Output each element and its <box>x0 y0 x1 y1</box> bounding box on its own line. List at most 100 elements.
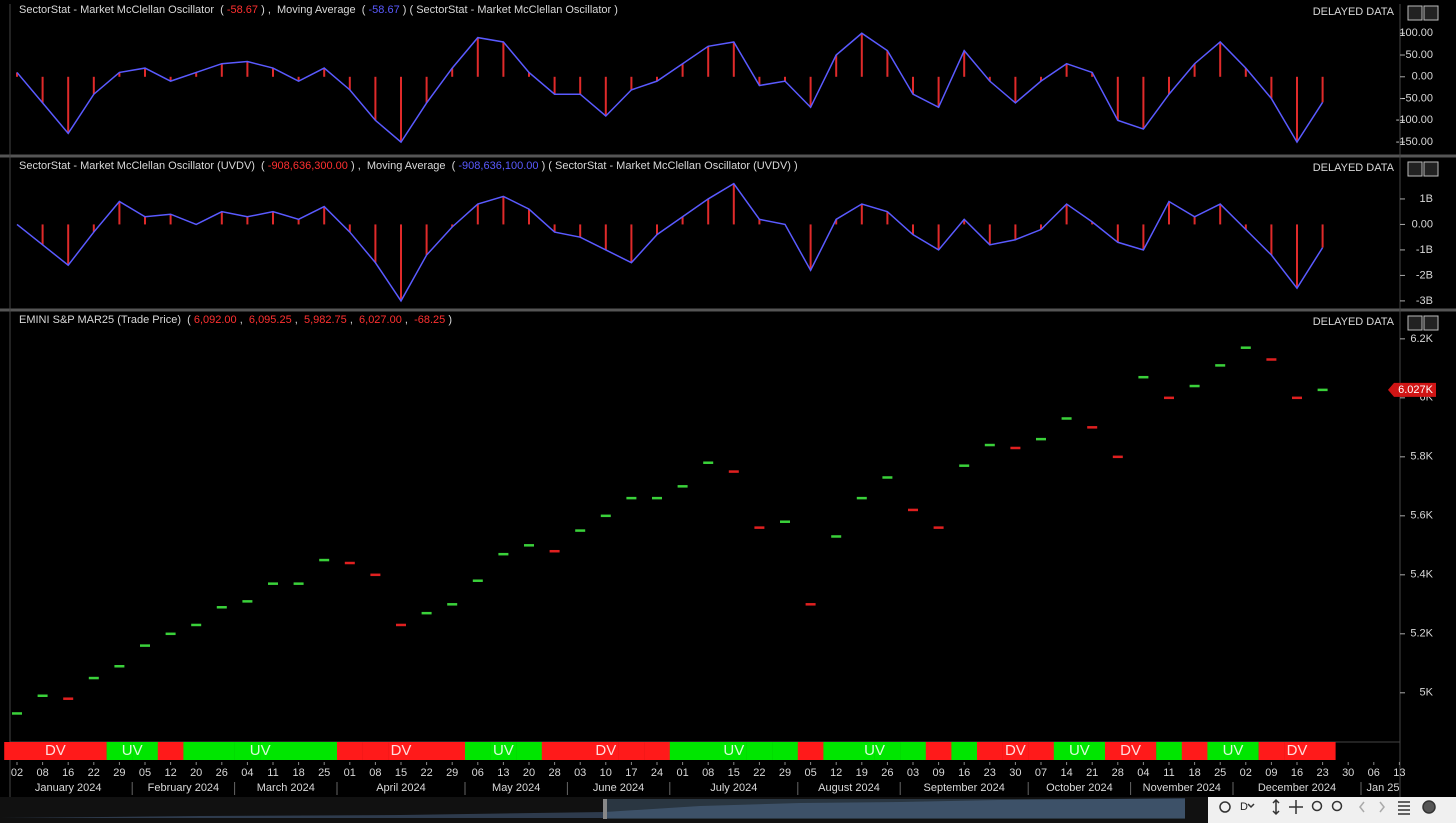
header-part: -908,636,300.00 <box>268 160 348 172</box>
month-label: December 2024 <box>1258 782 1336 794</box>
strip-segment <box>1105 742 1131 760</box>
navigator-window[interactable] <box>605 799 1185 819</box>
strip-segment <box>106 742 133 760</box>
x-tick-label: 13 <box>1393 767 1405 779</box>
maximize-button[interactable] <box>1407 161 1423 177</box>
header-part: -908,636,100.00 <box>458 160 538 172</box>
close-button[interactable] <box>1423 315 1439 331</box>
strip-segment <box>1233 742 1259 760</box>
scroll-buttons[interactable] <box>1359 801 1385 813</box>
y-tick-label: 50.00 <box>1405 49 1433 61</box>
y-tick-label: 1B <box>1420 193 1433 205</box>
strip-segment <box>925 742 952 760</box>
x-tick-label: 02 <box>1240 767 1252 779</box>
x-tick-label: 18 <box>292 767 304 779</box>
x-tick-label: 23 <box>1316 767 1328 779</box>
fit-button[interactable] <box>1272 798 1280 816</box>
strip-segment <box>1284 742 1310 760</box>
delayed-badge: DELAYED DATA <box>1313 316 1395 328</box>
interval[interactable]: D <box>1240 801 1248 813</box>
strip-segment <box>669 742 696 760</box>
pan-button[interactable] <box>1289 800 1303 814</box>
x-tick-label: 16 <box>958 767 970 779</box>
x-tick-label: 03 <box>907 767 919 779</box>
x-tick-label: 10 <box>600 767 612 779</box>
x-tick-label: 04 <box>241 767 253 779</box>
header-part: , <box>292 314 304 326</box>
strip-segment <box>797 742 824 760</box>
strip-segment <box>567 742 594 760</box>
strip-segment <box>874 742 901 760</box>
maximize-button[interactable] <box>1407 315 1423 331</box>
strip-segment <box>157 742 184 760</box>
strip-segment <box>1156 742 1182 760</box>
strip-segment <box>721 742 747 760</box>
strip-segment <box>1181 742 1208 760</box>
x-tick-label: 08 <box>36 767 48 779</box>
x-tick-label: 28 <box>548 767 560 779</box>
strip-segment <box>593 742 619 760</box>
header-part: SectorStat - Market McClellan Oscillator… <box>19 4 227 16</box>
strip-segment <box>260 742 286 760</box>
strip-segment <box>4 742 30 760</box>
x-tick-label: 24 <box>651 767 663 779</box>
x-tick-label: 13 <box>497 767 509 779</box>
x-tick-label: 20 <box>190 767 202 779</box>
palette-button[interactable] <box>1422 800 1436 814</box>
header-part: 6,092.00 <box>194 314 237 326</box>
strip-segment <box>1130 742 1157 760</box>
x-tick-label: 26 <box>216 767 228 779</box>
strip-segment <box>516 742 542 760</box>
strip-segment <box>823 742 850 760</box>
strip-segment <box>1079 742 1106 760</box>
x-tick-label: 30 <box>1342 767 1354 779</box>
refresh-button[interactable] <box>1219 801 1231 813</box>
x-tick-label: 22 <box>420 767 432 779</box>
strip-segment <box>183 742 210 760</box>
y-tick-label: -3B <box>1416 295 1433 307</box>
maximize-button[interactable] <box>1407 5 1423 21</box>
zoom-out-button[interactable] <box>1311 800 1323 812</box>
x-tick-label: 16 <box>1291 767 1303 779</box>
x-tick-label: 09 <box>1265 767 1277 779</box>
delayed-badge: DELAYED DATA <box>1313 162 1395 174</box>
month-label: February 2024 <box>148 782 220 794</box>
x-tick-label: 02 <box>11 767 23 779</box>
x-tick-label: 05 <box>139 767 151 779</box>
strip-segment <box>81 742 107 760</box>
strip-segment <box>29 742 56 760</box>
moving-average-line <box>16 182 1324 303</box>
month-label: September 2024 <box>924 782 1005 794</box>
x-tick-label: 29 <box>446 767 458 779</box>
strip-segment <box>772 742 798 760</box>
y-tick-label: 5.2K <box>1410 628 1433 640</box>
header-part: 6,027.00 <box>359 314 402 326</box>
header-part: ) ( SectorStat - Market McClellan Oscill… <box>400 4 618 16</box>
y-tick-label: 6.2K <box>1410 333 1433 345</box>
menu-button[interactable] <box>1398 801 1410 815</box>
x-tick-label: 09 <box>932 767 944 779</box>
navigator-handle[interactable] <box>603 799 607 819</box>
month-label: January 2024 <box>35 782 102 794</box>
close-button[interactable] <box>1423 161 1439 177</box>
delayed-badge: DELAYED DATA <box>1313 6 1395 18</box>
last-price-tag <box>1388 382 1436 397</box>
x-tick-label: 04 <box>1137 767 1149 779</box>
strip-segment <box>1053 742 1080 760</box>
y-tick-label: 100.00 <box>1399 27 1433 39</box>
zoom-in-button[interactable] <box>1331 800 1343 812</box>
close-button[interactable] <box>1423 5 1439 21</box>
x-tick-label: 14 <box>1060 767 1072 779</box>
strip-label: UV <box>250 742 271 759</box>
x-tick-label: 07 <box>1035 767 1047 779</box>
strip-segment <box>209 742 235 760</box>
interval-dropdown[interactable] <box>1247 803 1255 809</box>
strip-segment <box>465 742 491 760</box>
strip-label: DV <box>1005 742 1026 759</box>
last-price-label: 6.027K <box>1398 384 1434 396</box>
header-part: EMINI S&P MAR25 (Trade Price) ( <box>19 314 194 326</box>
month-label: November 2024 <box>1143 782 1221 794</box>
strip-segment <box>1002 742 1029 760</box>
y-tick-label: 5.6K <box>1410 510 1433 522</box>
